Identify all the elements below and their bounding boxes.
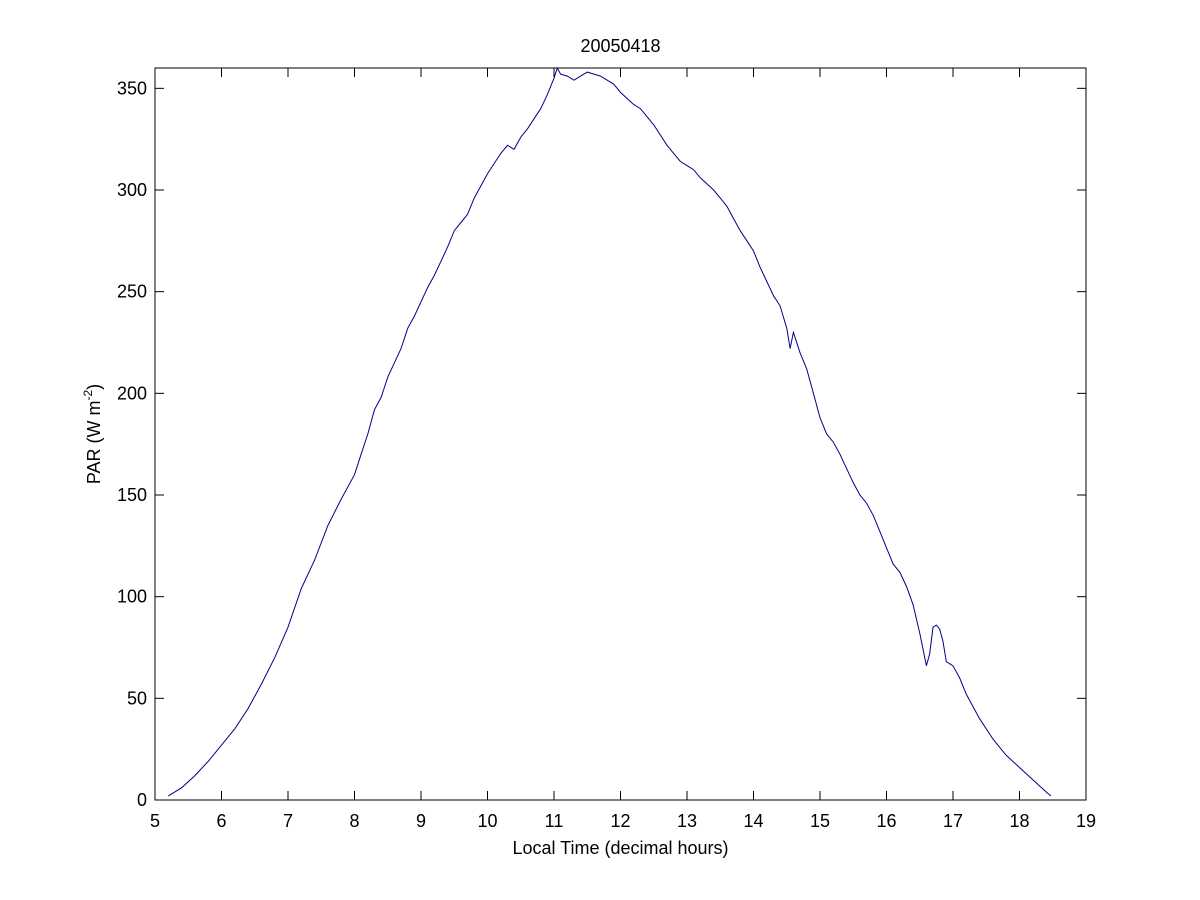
x-tick-label: 19 <box>1076 811 1096 831</box>
y-tick-label: 100 <box>117 587 147 607</box>
axis-ticks <box>154 68 1087 801</box>
chart-title: 20050418 <box>580 36 660 56</box>
y-tick-label: 50 <box>127 688 147 708</box>
y-axis-tick-labels: 0 50 100 150 200 250 300 350 <box>117 78 147 810</box>
y-tick-label: 250 <box>117 282 147 302</box>
y-axis-title-prefix: PAR (W m <box>84 401 104 485</box>
x-tick-label: 8 <box>349 811 359 831</box>
y-axis-title-superscript: -2 <box>81 390 95 401</box>
y-tick-label: 300 <box>117 180 147 200</box>
y-tick-label: 150 <box>117 485 147 505</box>
y-axis-title: PAR (W m-2) <box>81 384 104 484</box>
x-tick-label: 7 <box>283 811 293 831</box>
series-line-par <box>168 66 1052 797</box>
x-tick-label: 14 <box>743 811 763 831</box>
x-axis-title: Local Time (decimal hours) <box>512 838 728 858</box>
x-tick-label: 11 <box>545 811 564 831</box>
x-tick-label: 10 <box>477 811 497 831</box>
y-tick-label: 0 <box>137 790 147 810</box>
x-tick-label: 12 <box>610 811 630 831</box>
x-tick-label: 17 <box>943 811 963 831</box>
x-tick-label: 9 <box>416 811 426 831</box>
x-tick-label: 18 <box>1009 811 1029 831</box>
x-tick-label: 16 <box>876 811 896 831</box>
x-tick-label: 15 <box>810 811 830 831</box>
x-tick-label: 13 <box>677 811 697 831</box>
y-tick-label: 350 <box>117 78 147 98</box>
y-tick-label: 200 <box>117 383 147 403</box>
x-tick-label: 6 <box>216 811 226 831</box>
y-axis-title-suffix: ) <box>84 384 104 390</box>
x-tick-label: 5 <box>150 811 160 831</box>
x-axis-tick-labels: 5 6 7 8 9 10 11 12 13 14 15 16 17 18 19 <box>150 811 1096 831</box>
